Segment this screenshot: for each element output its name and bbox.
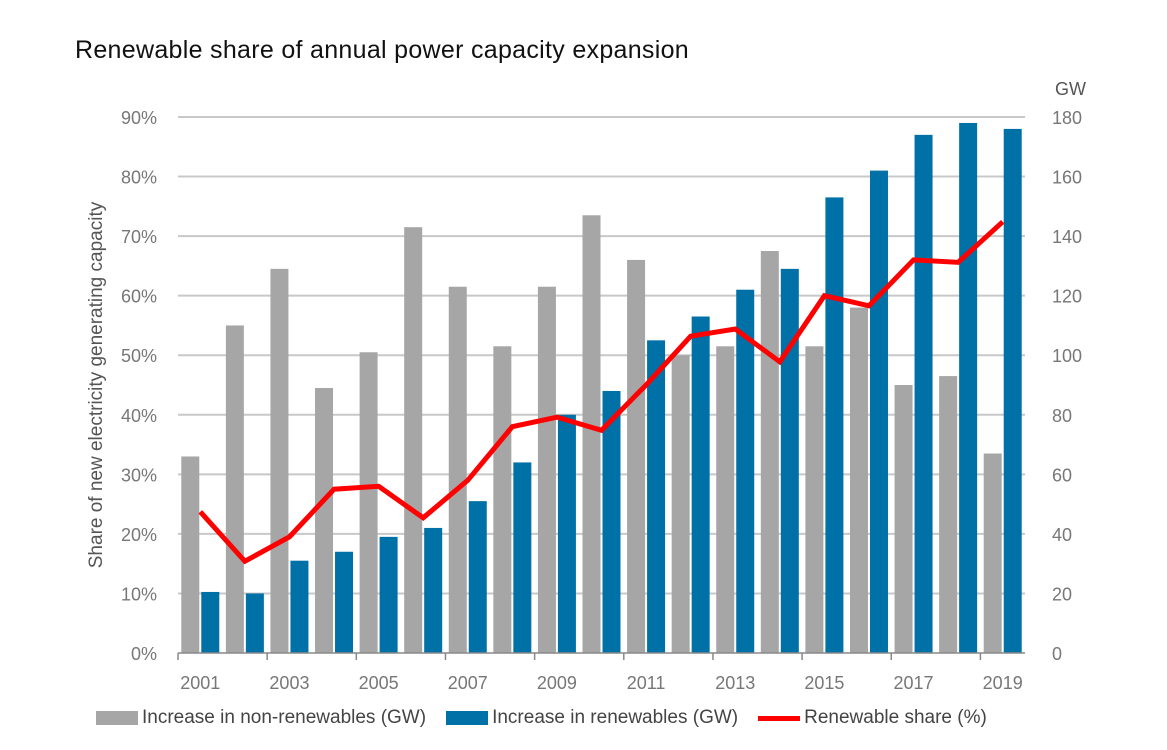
legend-swatch-blue: [446, 711, 489, 725]
y-tick-label: 70%: [121, 227, 157, 247]
legend-label: Increase in non-renewables (GW): [142, 707, 427, 728]
legend-swatch-line: [758, 715, 801, 721]
bar-renewables: [468, 501, 487, 653]
bar-non-renewables: [404, 227, 423, 653]
bar-non-renewables: [983, 453, 1002, 653]
bar-non-renewables: [582, 215, 601, 653]
bar-renewables: [959, 122, 978, 653]
y2-tick-label: 20: [1052, 584, 1072, 604]
y2-tick-label: 160: [1052, 168, 1082, 188]
legend: Increase in non-renewables (GW) Increase…: [96, 707, 1007, 729]
bar-non-renewables: [181, 456, 200, 653]
bar-renewables: [1003, 128, 1022, 653]
x-tick-label: 2009: [537, 673, 577, 693]
y2-axis-label: GW: [1055, 79, 1086, 99]
y-tick-label: 20%: [121, 525, 157, 545]
bar-non-renewables: [493, 346, 512, 653]
y-tick-label: 40%: [121, 406, 157, 426]
bar-renewables: [335, 551, 354, 653]
x-tick-label: 2001: [180, 673, 220, 693]
x-tick-label: 2011: [627, 673, 666, 693]
y-tick-label: 60%: [121, 287, 157, 307]
bar-renewables: [691, 316, 710, 653]
legend-label: Renewable share (%): [804, 707, 987, 728]
legend-item-non-renewables: Increase in non-renewables (GW): [96, 707, 426, 729]
bar-renewables: [379, 536, 398, 653]
bar-renewables: [557, 414, 576, 653]
bar-non-renewables: [760, 251, 779, 653]
bar-renewables: [245, 593, 264, 653]
x-tick-label: 2017: [894, 673, 934, 693]
y-tick-label: 50%: [121, 346, 157, 366]
x-tick-label: 2005: [359, 673, 399, 693]
bar-renewables: [602, 390, 621, 653]
bar-renewables: [825, 197, 844, 653]
x-tick-label: 2007: [448, 673, 488, 693]
bar-non-renewables: [315, 387, 334, 653]
chart-title: Renewable share of annual power capacity…: [75, 36, 689, 64]
bar-non-renewables: [627, 259, 646, 653]
bar-renewables: [914, 134, 933, 653]
bar-renewables: [513, 462, 532, 653]
bar-non-renewables: [716, 346, 735, 653]
bar-non-renewables: [805, 346, 824, 653]
bar-non-renewables: [939, 376, 958, 653]
y2-tick-label: 80: [1052, 406, 1072, 426]
bar-non-renewables: [225, 325, 244, 653]
legend-item-renewables: Increase in renewables (GW): [446, 707, 738, 729]
bar-non-renewables: [894, 385, 913, 653]
y2-tick-label: 100: [1052, 346, 1082, 366]
bar-renewables: [647, 340, 666, 653]
bar-non-renewables: [448, 286, 467, 653]
bar-renewables: [736, 289, 755, 653]
x-tick-label: 2015: [804, 673, 844, 693]
bar-renewables: [780, 268, 799, 653]
y2-tick-label: 60: [1052, 465, 1072, 485]
bar-non-renewables: [359, 352, 378, 653]
bar-non-renewables: [537, 286, 556, 653]
bar-renewables: [201, 591, 220, 653]
y2-tick-label: 0: [1052, 644, 1062, 664]
y-tick-label: 10%: [121, 584, 157, 604]
x-tick-label: 2003: [269, 673, 309, 693]
bar-renewables: [290, 560, 309, 653]
bar-non-renewables: [849, 307, 868, 653]
bar-renewables: [869, 170, 888, 653]
line-renewable-share: [198, 219, 1005, 565]
bar-non-renewables: [270, 268, 289, 653]
bar-renewables: [424, 527, 443, 653]
y2-tick-label: 40: [1052, 525, 1072, 545]
legend-item-share: Renewable share (%): [758, 707, 987, 729]
y-tick-label: 80%: [121, 168, 157, 188]
bar-non-renewables: [671, 355, 690, 653]
y2-tick-label: 120: [1052, 287, 1082, 307]
legend-label: Increase in renewables (GW): [492, 707, 739, 728]
y2-tick-label: 140: [1052, 227, 1082, 247]
legend-swatch-grey: [96, 711, 138, 725]
y-tick-label: 30%: [121, 465, 157, 485]
y-tick-label: 90%: [121, 108, 157, 128]
y2-tick-label: 180: [1052, 108, 1082, 128]
x-tick-label: 2013: [715, 673, 755, 693]
x-tick-label: 2019: [983, 673, 1023, 693]
y-tick-label: 0%: [131, 644, 157, 664]
